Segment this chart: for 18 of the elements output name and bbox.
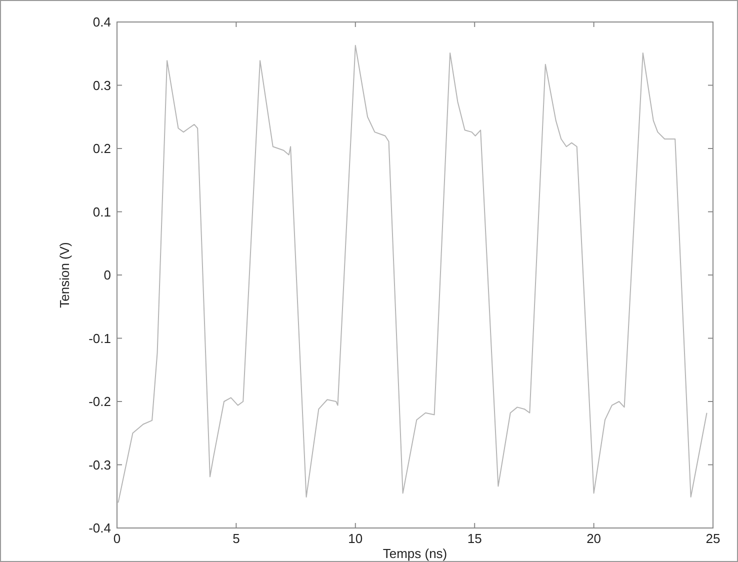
y-axis-title: Tension (V): [57, 242, 72, 308]
x-tick-label: 10: [348, 531, 363, 546]
x-tick-label: 25: [706, 531, 720, 546]
x-tick-label: 0: [113, 531, 121, 546]
x-tick-label: 20: [586, 531, 602, 546]
y-tick-label: 0.1: [92, 204, 111, 220]
y-tick-label: 0.4: [92, 14, 111, 30]
y-tick-label: 0: [104, 268, 111, 283]
x-tick-label: 15: [467, 531, 482, 546]
y-tick-label: -0.3: [88, 457, 111, 472]
y-tick-label: 0.2: [92, 141, 111, 156]
x-tick-label: 5: [232, 531, 240, 546]
line-series: [118, 44, 708, 504]
y-tick-label: -0.1: [88, 330, 111, 346]
y-tick-label: 0.3: [92, 78, 111, 93]
x-axis-title: Temps (ns): [382, 546, 448, 561]
y-tick-label: -0.2: [88, 394, 111, 410]
y-tick-label: -0.4: [88, 520, 111, 536]
